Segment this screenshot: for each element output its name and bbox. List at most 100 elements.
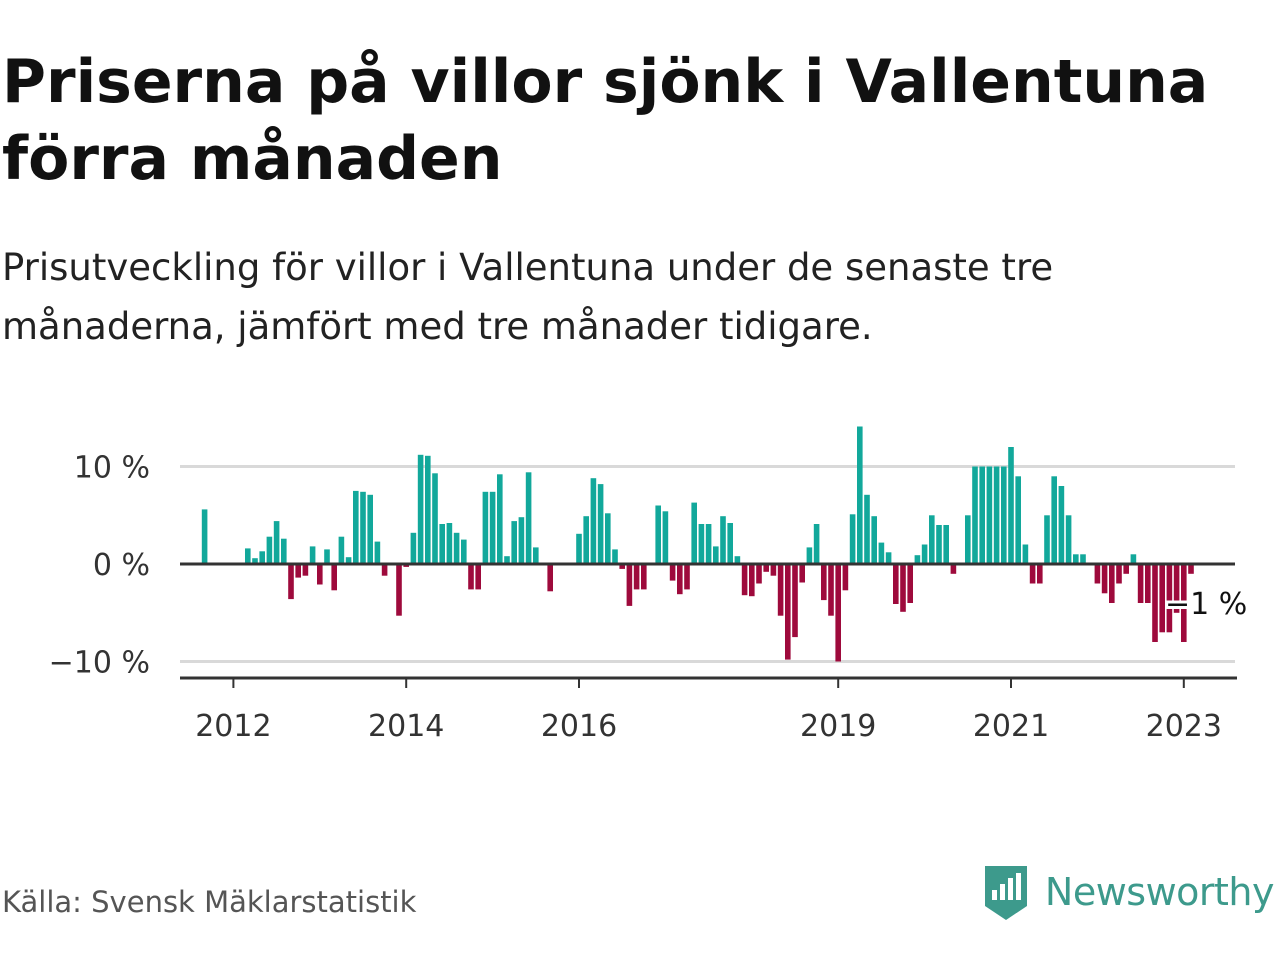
bar: [605, 513, 611, 564]
x-tick-label: 2014: [368, 709, 444, 744]
bar: [864, 494, 870, 564]
x-tick-label: 2023: [1146, 709, 1222, 744]
bar: [245, 548, 251, 564]
bar: [1015, 476, 1021, 565]
bar: [1051, 476, 1057, 565]
bar: [345, 557, 352, 564]
grid-lines: [180, 465, 1235, 663]
bar: [525, 472, 532, 564]
x-tick-label: 2016: [541, 709, 617, 744]
bar: [511, 521, 517, 564]
bar: [1152, 564, 1158, 642]
bar: [1029, 564, 1036, 584]
bar: [907, 564, 913, 603]
bar: [367, 494, 373, 564]
bar: [756, 564, 762, 584]
bar: [921, 544, 928, 564]
x-tick-label: 2021: [973, 709, 1049, 744]
bar: [684, 564, 690, 590]
x-tick-label: 2012: [195, 709, 271, 744]
brand-logo[interactable]: Newsworthy: [981, 862, 1275, 922]
bar: [655, 505, 661, 564]
bar: [201, 509, 208, 564]
bar: [871, 516, 877, 564]
bar: [597, 484, 604, 564]
bar: [518, 517, 525, 564]
bar: [547, 564, 553, 592]
bar: [691, 502, 697, 564]
chart-title: Priserna på villor sjönk i Vallentuna fö…: [2, 47, 1209, 194]
latest-value-label: −1 %: [1165, 587, 1247, 622]
axes: [180, 562, 1237, 688]
bar: [842, 564, 849, 591]
bar: [849, 514, 856, 564]
bar: [324, 549, 330, 564]
bar: [425, 455, 431, 564]
bar: [713, 546, 719, 564]
bar: [1065, 515, 1072, 565]
bar: [626, 564, 633, 606]
x-tick-label: 2019: [800, 709, 876, 744]
bar: [1109, 564, 1115, 603]
bar: [1094, 564, 1101, 584]
bar: [893, 564, 899, 604]
bar: [770, 564, 777, 576]
bar: [410, 532, 417, 564]
bar: [835, 564, 841, 662]
bar: [576, 533, 582, 564]
bar: [1123, 564, 1129, 574]
bar: [453, 532, 460, 564]
bar: [1037, 564, 1043, 584]
bar: [993, 466, 1000, 564]
newsworthy-logo-icon: [984, 866, 1027, 920]
bar: [1130, 554, 1137, 565]
bar: [763, 564, 769, 572]
bar: [273, 521, 280, 564]
bar: [821, 564, 827, 601]
bar: [720, 516, 726, 564]
bar: [936, 525, 942, 564]
bar: [619, 564, 625, 569]
bar: [965, 515, 971, 565]
bar: [533, 547, 539, 564]
bar: [972, 466, 978, 564]
bar: [374, 541, 381, 564]
bar: [698, 524, 705, 564]
bar: [381, 564, 388, 576]
brand-name: Newsworthy: [1044, 870, 1275, 914]
bar: [338, 536, 345, 564]
bar: [1145, 564, 1151, 603]
y-tick-label: 10 %: [74, 451, 150, 486]
bar: [641, 564, 647, 590]
bar-chart: 10 % 0 % −10 % 2012 2014 2016 2019 2021 2023 −1 %: [49, 426, 1250, 744]
bar: [482, 491, 489, 564]
source-note: Källa: Svensk Mäklarstatistik: [2, 885, 417, 919]
bar: [633, 564, 640, 590]
bar: [1058, 486, 1065, 564]
bar: [281, 538, 287, 565]
bar: [986, 466, 993, 564]
bar: [461, 539, 467, 564]
bar: [929, 515, 935, 565]
bar: [302, 564, 309, 576]
bar: [1188, 564, 1194, 574]
bar: [360, 491, 366, 564]
bar: [1173, 564, 1180, 613]
bar: [266, 536, 273, 564]
bar: [1166, 564, 1173, 633]
y-tick-label: −10 %: [49, 646, 150, 681]
chart-subtitle: Prisutveckling för villor i Vallentuna u…: [2, 246, 1054, 348]
bar: [259, 551, 265, 564]
bar: [914, 555, 921, 564]
bar: [417, 454, 424, 564]
bar: [252, 558, 258, 564]
bar: [309, 546, 316, 564]
bar: [1073, 554, 1079, 565]
bar: [1022, 544, 1029, 564]
y-tick-label: 0 %: [93, 548, 150, 583]
bar: [446, 523, 453, 564]
bar: [806, 547, 813, 564]
bar: [734, 556, 741, 564]
bar: [799, 564, 805, 583]
bar: [288, 564, 294, 600]
